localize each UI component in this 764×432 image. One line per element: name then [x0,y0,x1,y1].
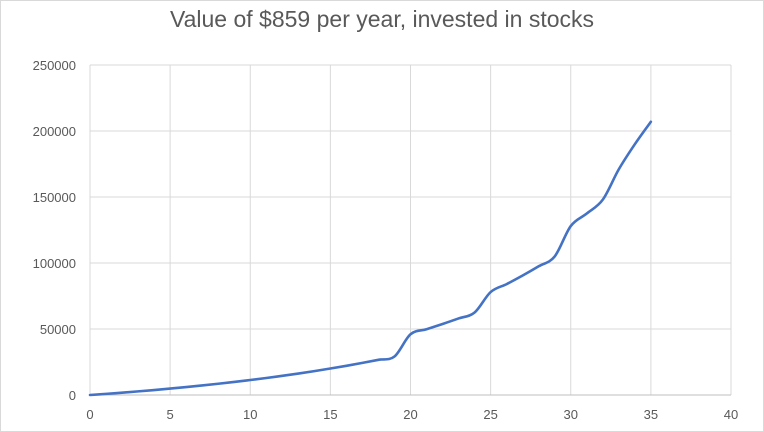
x-tick-labels: 0 5 10 15 20 25 30 35 40 [86,407,738,422]
x-tick-label: 35 [644,407,658,422]
series-line [88,120,653,397]
x-tick-label: 25 [483,407,497,422]
x-tick-label: 5 [167,407,174,422]
y-tick-label: 100000 [33,256,76,271]
y-tick-label: 150000 [33,190,76,205]
x-tick-label: 40 [724,407,738,422]
x-tick-label: 15 [323,407,337,422]
axes [89,65,731,396]
series-group [88,120,653,397]
x-tick-label: 0 [86,407,93,422]
x-tick-label: 30 [564,407,578,422]
x-tick-label: 10 [243,407,257,422]
chart-title: Value of $859 per year, invested in stoc… [169,6,595,32]
gridlines [89,64,732,395]
y-tick-label: 200000 [33,124,76,139]
y-tick-label: 50000 [40,322,76,337]
y-tick-labels: 0 50000 100000 150000 200000 250000 [33,58,76,403]
y-tick-label: 0 [69,388,76,403]
y-tick-label: 250000 [33,58,76,73]
x-tick-label: 20 [403,407,417,422]
